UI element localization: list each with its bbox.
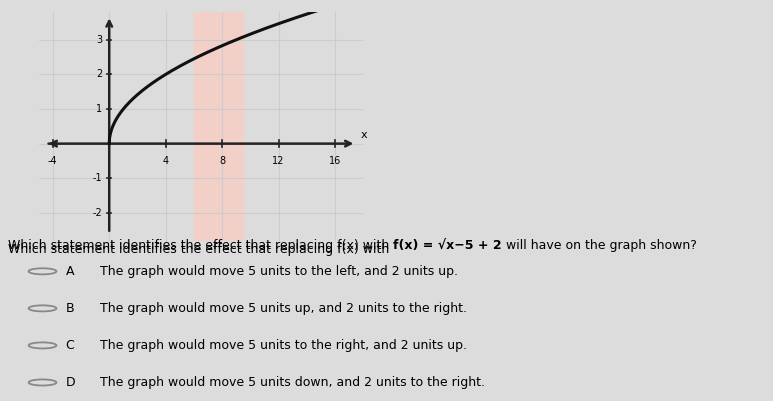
Text: The graph would move 5 units up, and 2 units to the right.: The graph would move 5 units up, and 2 u… (100, 302, 468, 315)
Text: 16: 16 (329, 156, 341, 166)
Text: f(x) = √x−5 + 2: f(x) = √x−5 + 2 (393, 239, 502, 252)
Text: 1: 1 (96, 104, 102, 114)
Bar (194, 12, 243, 241)
Text: 8: 8 (219, 156, 225, 166)
Text: Which statement identifies the effect that replacing f(x) with: Which statement identifies the effect th… (8, 239, 393, 252)
Text: -1: -1 (93, 173, 102, 183)
Text: A: A (66, 265, 74, 278)
Text: B: B (66, 302, 74, 315)
Text: -4: -4 (48, 156, 57, 166)
Text: 12: 12 (272, 156, 284, 166)
Text: The graph would move 5 units to the left, and 2 units up.: The graph would move 5 units to the left… (100, 265, 458, 278)
Text: The graph would move 5 units to the right, and 2 units up.: The graph would move 5 units to the righ… (100, 339, 468, 352)
Text: 3: 3 (96, 35, 102, 45)
Text: D: D (66, 376, 75, 389)
Text: Which statement identifies the effect that replacing f(x) with: Which statement identifies the effect th… (8, 243, 393, 255)
Text: x: x (360, 130, 367, 140)
Text: The graph would move 5 units down, and 2 units to the right.: The graph would move 5 units down, and 2… (100, 376, 485, 389)
Text: C: C (66, 339, 74, 352)
Text: will have on the graph shown?: will have on the graph shown? (502, 239, 696, 252)
Text: 4: 4 (162, 156, 169, 166)
Text: -2: -2 (93, 208, 102, 218)
Text: 2: 2 (96, 69, 102, 79)
